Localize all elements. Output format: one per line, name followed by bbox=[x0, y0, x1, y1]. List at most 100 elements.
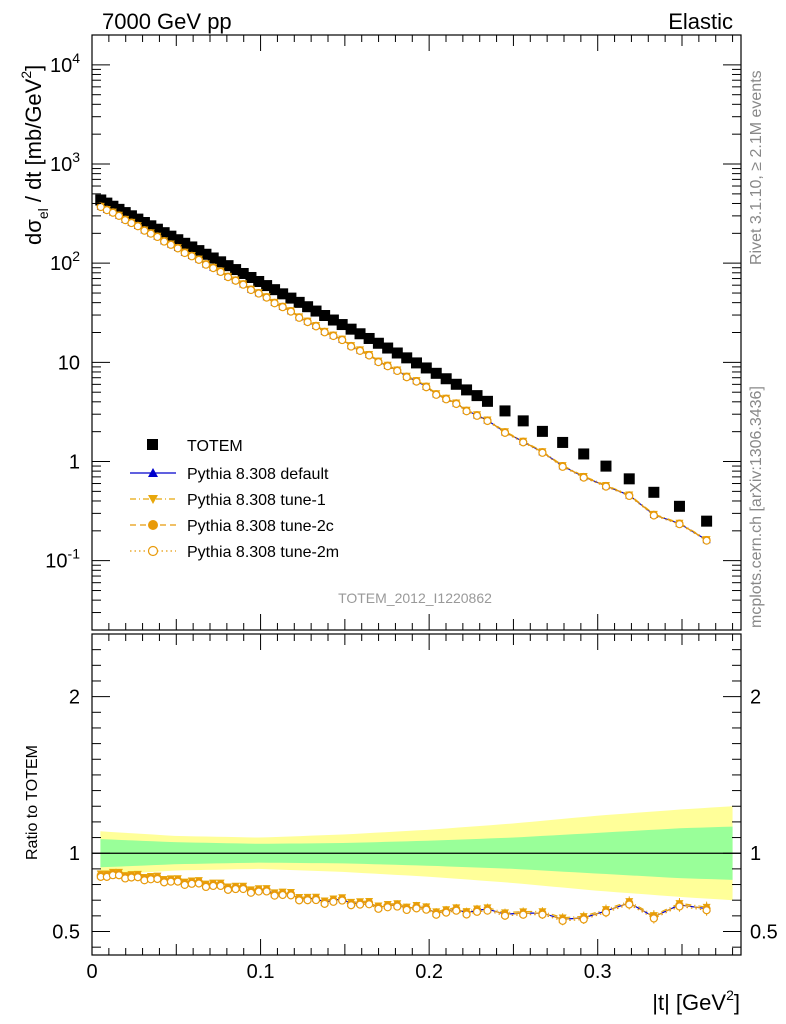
data-point-tune-2m bbox=[601, 482, 611, 491]
ratio-point-tune-2m bbox=[383, 903, 392, 912]
ratio-point-tune-2m bbox=[432, 910, 441, 919]
legend-entry-tune-2c: Pythia 8.308 tune-2c bbox=[130, 518, 334, 535]
ratio-point-tune-2m bbox=[675, 902, 684, 911]
data-point-tune-2m bbox=[422, 383, 431, 392]
ratio-point-tune-2m bbox=[601, 908, 611, 917]
legend-label-tune-1: Pythia 8.308 tune-1 bbox=[187, 492, 326, 509]
legend-entry-tune-1: Pythia 8.308 tune-1 bbox=[130, 492, 326, 509]
y-tick-label: 10 bbox=[58, 352, 80, 374]
data-point-tune-2m bbox=[223, 273, 233, 282]
legend-label-tune-2m: Pythia 8.308 tune-2m bbox=[187, 544, 339, 561]
legend-marker-tune-2c bbox=[148, 520, 158, 530]
data-point-totem bbox=[336, 319, 348, 331]
data-point-tune-2m bbox=[239, 280, 248, 289]
data-point-totem bbox=[119, 207, 131, 219]
data-point-totem bbox=[345, 323, 357, 335]
ratio-panel bbox=[92, 806, 741, 926]
data-point-totem bbox=[179, 237, 191, 249]
x-axis-label: |t| [GeV2] bbox=[652, 987, 740, 1015]
data-point-totem bbox=[701, 515, 713, 527]
data-point-totem bbox=[450, 378, 462, 390]
ratio-point-tune-2m bbox=[558, 916, 567, 925]
legend-marker-tune-2m bbox=[147, 545, 159, 557]
data-point-tune-2m bbox=[462, 407, 471, 416]
ratio-point-tune-2m bbox=[472, 907, 482, 916]
data-point-tune-2m bbox=[675, 520, 684, 529]
data-point-tune-2m bbox=[500, 428, 510, 437]
y-tick-label: 102 bbox=[50, 248, 80, 275]
ratio-point-tune-2m bbox=[187, 879, 196, 888]
data-point-totem bbox=[440, 373, 452, 385]
data-point-tune-2m bbox=[702, 536, 711, 545]
ratio-point-tune-2m bbox=[153, 874, 162, 884]
data-point-tune-2m bbox=[432, 390, 441, 399]
data-point-tune-2m bbox=[303, 317, 312, 327]
ratio-point-tune-2m bbox=[402, 905, 411, 915]
data-point-tune-2m bbox=[173, 244, 182, 253]
data-point-totem bbox=[125, 210, 137, 222]
data-point-totem bbox=[230, 264, 242, 276]
data-point-totem bbox=[158, 227, 170, 239]
ratio-tick-label-left: 0.5 bbox=[52, 922, 80, 944]
ratio-point-tune-2m bbox=[355, 900, 365, 909]
data-point-totem bbox=[382, 342, 394, 354]
data-point-tune-2m bbox=[295, 313, 304, 322]
ratio-point-tune-2m bbox=[216, 881, 225, 891]
rivet-label: Rivet 3.1.10, ≥ 2.1M events bbox=[748, 70, 765, 265]
data-point-totem bbox=[499, 405, 511, 417]
data-point-tune-2m bbox=[374, 358, 383, 367]
data-point-totem bbox=[193, 245, 205, 257]
ratio-point-tune-2m bbox=[500, 911, 510, 920]
data-point-tune-2m bbox=[402, 373, 411, 382]
data-point-tune-2m bbox=[160, 237, 169, 246]
data-point-tune-2m bbox=[246, 285, 256, 295]
data-point-totem bbox=[269, 284, 281, 296]
data-point-totem bbox=[237, 267, 249, 279]
data-point-totem bbox=[648, 486, 660, 498]
data-point-tune-2m bbox=[231, 276, 240, 285]
ratio-point-tune-2m bbox=[303, 896, 312, 905]
data-point-totem bbox=[200, 248, 212, 260]
ratio-point-tune-2m bbox=[519, 910, 528, 919]
data-point-totem bbox=[277, 288, 289, 300]
data-point-tune-2m bbox=[365, 351, 374, 360]
ratio-point-tune-2m bbox=[166, 877, 175, 886]
data-point-tune-2m bbox=[262, 293, 271, 302]
ratio-point-tune-2m bbox=[346, 901, 356, 910]
data-point-tune-2m bbox=[346, 342, 356, 351]
data-point-tune-2m bbox=[538, 448, 547, 457]
ratio-point-tune-2m bbox=[422, 905, 431, 914]
data-point-totem bbox=[132, 213, 144, 225]
data-point-totem bbox=[172, 234, 184, 246]
ratio-point-tune-2m bbox=[538, 910, 547, 919]
data-point-tune-2m bbox=[329, 331, 338, 341]
y-tick-label: 104 bbox=[50, 50, 80, 77]
data-point-tune-2m bbox=[270, 299, 279, 308]
ratio-y-axis-label: Ratio to TOTEM bbox=[24, 745, 41, 860]
data-point-tune-2m bbox=[452, 399, 461, 409]
data-point-tune-2m bbox=[383, 362, 392, 371]
ratio-point-tune-2m bbox=[231, 884, 240, 894]
data-point-tune-2m bbox=[166, 240, 175, 249]
header-left: 7000 GeV pp bbox=[102, 9, 232, 34]
data-point-tune-2m bbox=[558, 462, 567, 471]
ratio-point-tune-2m bbox=[239, 884, 248, 894]
legend-marker-default bbox=[148, 468, 158, 477]
ratio-point-tune-2m bbox=[246, 888, 256, 897]
data-point-totem bbox=[411, 357, 422, 369]
data-point-totem bbox=[293, 296, 305, 308]
ratio-tick-label-right: 2 bbox=[750, 687, 761, 709]
legend-entry-tune-2m: Pythia 8.308 tune-2m bbox=[130, 544, 339, 561]
data-point-totem bbox=[401, 352, 413, 364]
data-point-totem bbox=[471, 390, 483, 402]
data-point-tune-2m bbox=[254, 289, 263, 298]
data-point-totem bbox=[95, 194, 107, 206]
data-point-tune-2m bbox=[140, 226, 149, 235]
data-point-totem bbox=[310, 305, 322, 317]
y-tick-label: 1 bbox=[69, 452, 80, 474]
ratio-point-tune-2m bbox=[254, 887, 263, 896]
header-right: Elastic bbox=[668, 9, 733, 34]
ratio-point-tune-2m bbox=[133, 873, 142, 882]
data-point-totem bbox=[138, 217, 150, 229]
